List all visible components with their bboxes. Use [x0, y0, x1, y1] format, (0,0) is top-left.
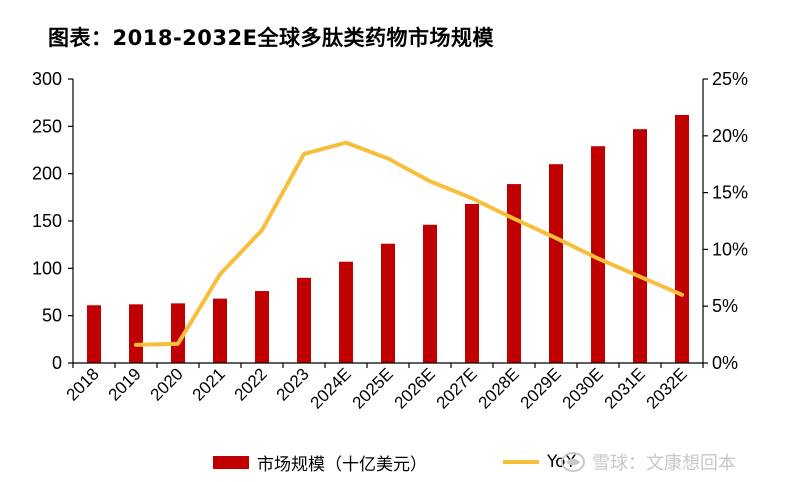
legend: 市场规模（十亿美元） YoY [0, 447, 800, 477]
left-tick-label: 0 [52, 353, 62, 373]
bar-2021 [213, 298, 227, 363]
left-tick-label: 50 [42, 306, 62, 326]
watermark: 雪球：文康想回本 [560, 447, 736, 477]
legend-bar-swatch [213, 455, 249, 469]
right-tick-label: 15% [712, 183, 748, 203]
left-tick-label: 300 [32, 69, 62, 89]
bar-2027E [465, 203, 479, 363]
right-tick-label: 0% [712, 353, 738, 373]
x-tick-label-2027E: 2027E [433, 364, 481, 412]
x-tick-label-2031E: 2031E [601, 364, 649, 412]
x-tick-label-2032E: 2032E [643, 364, 691, 412]
x-tick-label-2020: 2020 [147, 364, 187, 404]
bar-2031E [633, 129, 647, 363]
x-tick-label-2019: 2019 [105, 364, 145, 404]
bar-2019 [129, 304, 143, 363]
bar-2020 [171, 303, 185, 363]
bar-2022 [255, 291, 269, 363]
x-tick-label-2026E: 2026E [391, 364, 439, 412]
left-tick-label: 250 [32, 116, 62, 136]
x-tick-label-2018: 2018 [63, 364, 103, 404]
bar-2026E [423, 224, 437, 363]
bar-2029E [549, 164, 563, 363]
legend-item-bar: 市场规模（十亿美元） [213, 447, 427, 477]
bars-layer [87, 114, 689, 363]
left-tick-label: 100 [32, 258, 62, 278]
bar-2025E [381, 243, 395, 363]
bar-2032E [675, 114, 689, 363]
line-layer [134, 140, 684, 347]
right-tick-label: 20% [712, 126, 748, 146]
x-tick-label-2021: 2021 [189, 364, 229, 404]
bar-2018 [87, 305, 101, 363]
left-tick-label: 150 [32, 211, 62, 231]
right-tick-label: 10% [712, 239, 748, 259]
x-tick-label-2030E: 2030E [559, 364, 607, 412]
axes-layer [68, 78, 708, 368]
bar-2023 [297, 277, 311, 363]
legend-line-swatch [503, 460, 539, 464]
watermark-text: 雪球：文康想回本 [592, 453, 736, 474]
x-tick-label-2029E: 2029E [517, 364, 565, 412]
bar-2030E [591, 146, 605, 363]
bar-2028E [507, 184, 521, 363]
x-tick-label-2028E: 2028E [475, 364, 523, 412]
x-tick-label-2025E: 2025E [349, 364, 397, 412]
yoy-line [134, 140, 684, 347]
chart-title: 图表：2018-2032E全球多肽类药物市场规模 [48, 26, 494, 50]
bar-2024E [339, 261, 353, 363]
snowball-logo-icon [561, 452, 585, 472]
right-tick-label: 5% [712, 296, 738, 316]
x-tick-label-2022: 2022 [231, 364, 271, 404]
right-tick-label: 25% [712, 69, 748, 89]
left-tick-label: 200 [32, 164, 62, 184]
x-tick-label-2024E: 2024E [307, 364, 355, 412]
legend-bar-label: 市场规模（十亿美元） [257, 454, 427, 475]
